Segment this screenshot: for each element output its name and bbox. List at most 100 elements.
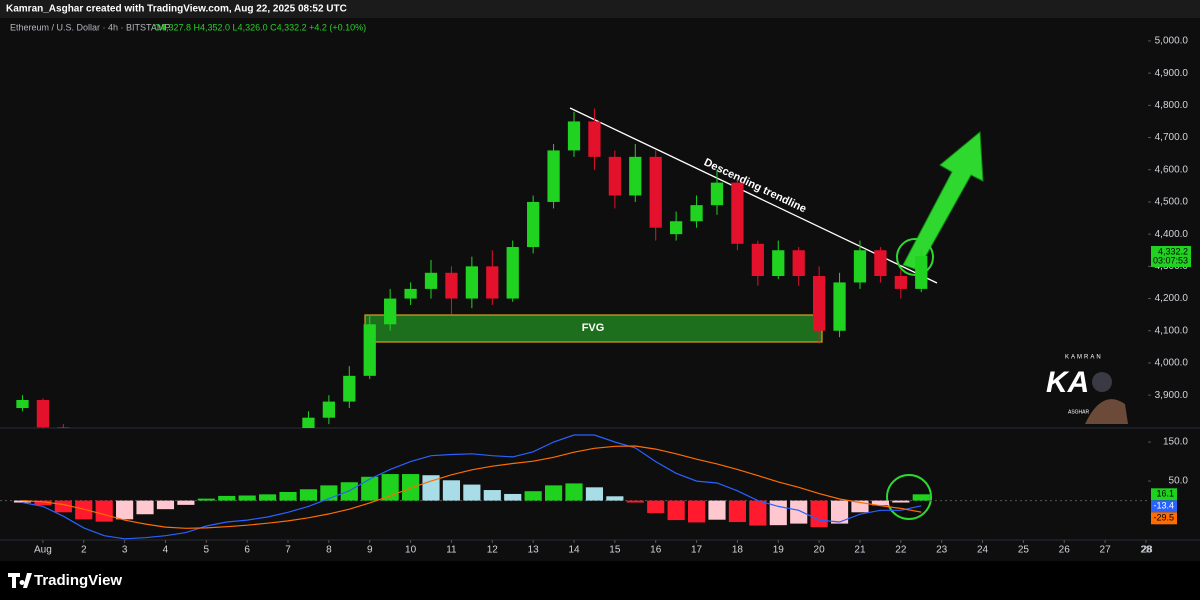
footer-bar: [0, 561, 1200, 600]
x-tick-label: 17: [691, 545, 703, 556]
histogram-bar: [687, 500, 706, 523]
x-tick-label: 9: [367, 545, 373, 556]
histogram-bar: [54, 500, 72, 513]
x-tick-label: 7: [285, 545, 291, 556]
x-tick-label: 23: [936, 545, 948, 556]
y-tick-label: 4,100.0: [1155, 325, 1189, 336]
candle-body: [57, 427, 70, 428]
candle-body: [465, 266, 478, 299]
candle-body: [302, 417, 315, 428]
brand: TradingView: [34, 572, 122, 589]
histogram-bar: [585, 487, 604, 501]
candle-body: [690, 205, 703, 222]
ohlc: O4,327.8 H4,352.0 L4,326.0 C4,332.2 +4.2…: [154, 22, 366, 32]
histogram-bar: [299, 489, 318, 501]
histogram-bar: [218, 495, 236, 501]
candle-body: [424, 272, 438, 289]
y-tick-label: 4,000.0: [1155, 358, 1189, 369]
histogram-bar: [463, 484, 481, 501]
histogram-bar: [75, 500, 93, 520]
last-price-box: [1151, 245, 1191, 267]
x-tick-label: 6: [244, 545, 250, 556]
histogram-bar: [871, 500, 889, 506]
histogram-bar: [361, 476, 379, 501]
candle-body: [629, 156, 642, 196]
y-tick-label: 4,800.0: [1155, 100, 1189, 111]
candle-body: [833, 282, 846, 331]
y-tick-label: 150.0: [1163, 437, 1188, 448]
highlight-circle: [886, 474, 932, 520]
candle-body: [731, 182, 744, 244]
x-tick-label: 3: [122, 545, 128, 556]
watermark-top: KAMRAN: [1065, 355, 1103, 361]
histogram-bar: [565, 483, 583, 501]
histogram-bar: [647, 500, 665, 514]
candle-body: [588, 121, 601, 157]
histogram-bar: [790, 500, 808, 524]
fvg-label: FVG: [582, 322, 605, 334]
x-tick-label: 15: [609, 545, 621, 556]
countdown: 03:07:53: [1153, 255, 1188, 265]
histogram-bar: [606, 496, 624, 501]
x-tick-label: 14: [568, 545, 580, 556]
highlight-circle: [896, 238, 934, 276]
macd-pane: [0, 434, 1148, 540]
logo-icon: [8, 573, 32, 588]
y-tick-label: 4,500.0: [1155, 197, 1189, 208]
histogram-bar: [442, 480, 461, 501]
avatar-head: [1092, 372, 1112, 392]
histogram-bar: [708, 500, 726, 520]
credit: Kamran_Asghar created with TradingView.c…: [6, 4, 347, 15]
x-tick-label: 4: [163, 545, 169, 556]
candle-body: [36, 399, 50, 428]
candle-body: [322, 401, 336, 418]
histogram-bar: [95, 500, 113, 522]
candle-body: [527, 201, 540, 248]
y-tick-label: 4,200.0: [1155, 293, 1189, 304]
x-tick-label: 19: [773, 545, 785, 556]
histogram-bar: [402, 474, 420, 501]
histogram-bar: [156, 500, 175, 510]
histogram-bar: [197, 498, 215, 501]
candle-body: [547, 150, 560, 202]
x-tick-label: 13: [528, 545, 540, 556]
candle-body: [670, 221, 683, 235]
candle-body: [915, 255, 928, 289]
histogram-bar: [504, 493, 522, 501]
candle-body: [649, 156, 662, 228]
candle-body: [710, 182, 724, 206]
histogram-bar: [238, 495, 256, 501]
axes: 5,000.0 4,900.0 4,800.0 4,700.0 4,600.0 4,500…: [34, 36, 1191, 556]
histogram-bar: [13, 500, 32, 503]
last-price-label: 4,332.2: [1158, 246, 1188, 256]
candle-body: [894, 276, 907, 289]
x-tick-label: Aug: [34, 545, 52, 556]
histogram-bar: [483, 490, 501, 501]
candle-body: [384, 298, 397, 325]
histogram-bar: [851, 500, 869, 513]
histogram-bar: [912, 494, 930, 501]
histogram-bar: [177, 500, 195, 505]
histogram-bar: [116, 500, 134, 520]
header-bar: [0, 0, 1200, 18]
y-tick-label: 4,400.0: [1155, 229, 1189, 240]
candle-body: [16, 399, 29, 409]
x-tick-label: 25: [1018, 545, 1030, 556]
symbol: Ethereum / U.S. Dollar · 4h · BITSTAMP: [10, 22, 170, 32]
x-tick-label: 24: [977, 545, 989, 556]
histogram-bar: [749, 500, 767, 526]
candle-body: [567, 121, 581, 151]
candle-body: [608, 156, 621, 196]
up-arrow: [902, 130, 984, 271]
x-tick-label: 28: [1141, 545, 1153, 556]
x-tick-label: 20: [814, 545, 826, 556]
y-tick-label: 50.0: [1169, 476, 1189, 487]
histogram-bar: [136, 500, 154, 515]
x-tick-label: 12: [487, 545, 499, 556]
value-box: [1151, 488, 1177, 501]
histogram-bar: [728, 500, 746, 523]
x-tick-label: 18: [732, 545, 744, 556]
y-tick-label: 3,900.0: [1155, 390, 1189, 401]
